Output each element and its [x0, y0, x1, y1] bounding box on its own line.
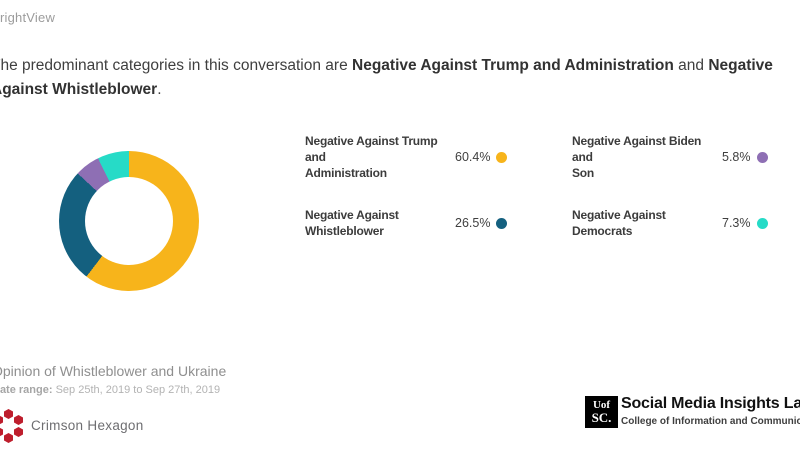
legend-label: Negative Against Trump and Administratio…	[305, 134, 438, 180]
legend-item-trump-administration: Negative Against Trump and Administratio…	[305, 133, 508, 181]
legend-label: Negative Against Biden and Son	[572, 134, 702, 180]
legend-column-2: Negative Against Biden and Son 5.8% Nega…	[572, 133, 768, 265]
brand-text: rightView	[0, 10, 56, 25]
monitor-title: Opinion of Whistleblower and Ukraine	[0, 363, 227, 379]
headline-period: .	[157, 80, 162, 98]
legend-item-democrats: Negative Against Democrats 7.3%	[572, 207, 768, 239]
college-subtitle: College of Information and Communication…	[621, 416, 800, 427]
date-range-label: Date range:	[0, 384, 53, 396]
legend-color-dot-icon	[496, 217, 508, 229]
donut-chart	[59, 151, 199, 291]
crimson-hexagon-logo-icon	[0, 409, 26, 445]
headline-prefix: The predominant categories in this conve…	[0, 57, 353, 74]
legend-color-dot-icon	[756, 217, 768, 229]
headline: The predominant categories in this conve…	[0, 54, 800, 101]
date-range: Date range: Sep 25th, 2019 to Sep 27th, …	[0, 384, 220, 396]
crimson-hexagon-wordmark: Crimson Hexagon	[31, 418, 144, 433]
donut-hole	[85, 177, 173, 265]
legend-color-dot-icon	[756, 151, 768, 163]
uofsc-logo: Uof SC.	[585, 396, 618, 428]
legend-value: 26.5%	[455, 216, 491, 230]
headline-connector: and	[673, 57, 709, 74]
date-range-value: Sep 25th, 2019 to Sep 27th, 2019	[52, 384, 221, 396]
legend-item-biden-son: Negative Against Biden and Son 5.8%	[572, 133, 768, 181]
legend-column-1: Negative Against Trump and Administratio…	[305, 133, 508, 265]
legend-value: 60.4%	[455, 150, 491, 164]
legend-item-whistleblower: Negative Against Whistleblower 26.5%	[305, 207, 508, 239]
legend-color-dot-icon	[496, 151, 508, 163]
legend-value: 7.3%	[722, 216, 751, 230]
headline-category-2: Negative Against Whistleblower	[0, 57, 773, 98]
headline-category-1: Negative Against Trump and Administratio…	[352, 57, 674, 74]
insights-lab-title: Social Media Insights Lab	[621, 395, 800, 412]
legend-label: Negative Against Democrats	[572, 208, 666, 238]
legend-label: Negative Against Whistleblower	[305, 208, 399, 238]
legend-value: 5.8%	[722, 150, 751, 164]
